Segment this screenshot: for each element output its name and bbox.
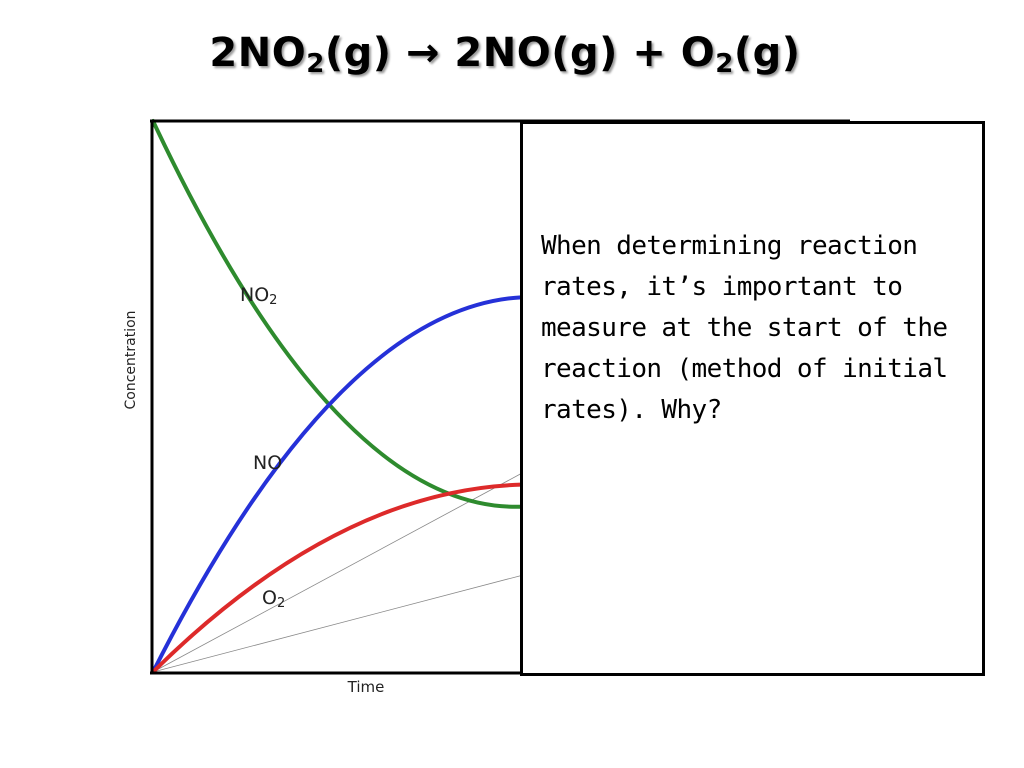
tangent-line-1 xyxy=(152,473,522,673)
series-label-no: NO xyxy=(253,452,283,474)
tangent-lines xyxy=(152,473,522,673)
series-label-o2: O2 xyxy=(262,587,286,611)
y-axis-label: Concentration xyxy=(123,310,139,410)
x-axis-label: Time xyxy=(347,678,385,696)
series-line-o2 xyxy=(151,482,523,674)
note-text: When determining reaction rates, it’s im… xyxy=(541,231,948,425)
series-label-no2: NO2 xyxy=(240,284,278,308)
series-line-no2 xyxy=(151,119,523,509)
series-line-no xyxy=(151,295,523,674)
tangent-line-0 xyxy=(152,575,522,673)
series-curves xyxy=(151,119,523,674)
slide-title: 2NO2(g) → 2NO(g) + O2(g) xyxy=(209,30,801,79)
note-box: When determining reaction rates, it’s im… xyxy=(520,121,985,676)
